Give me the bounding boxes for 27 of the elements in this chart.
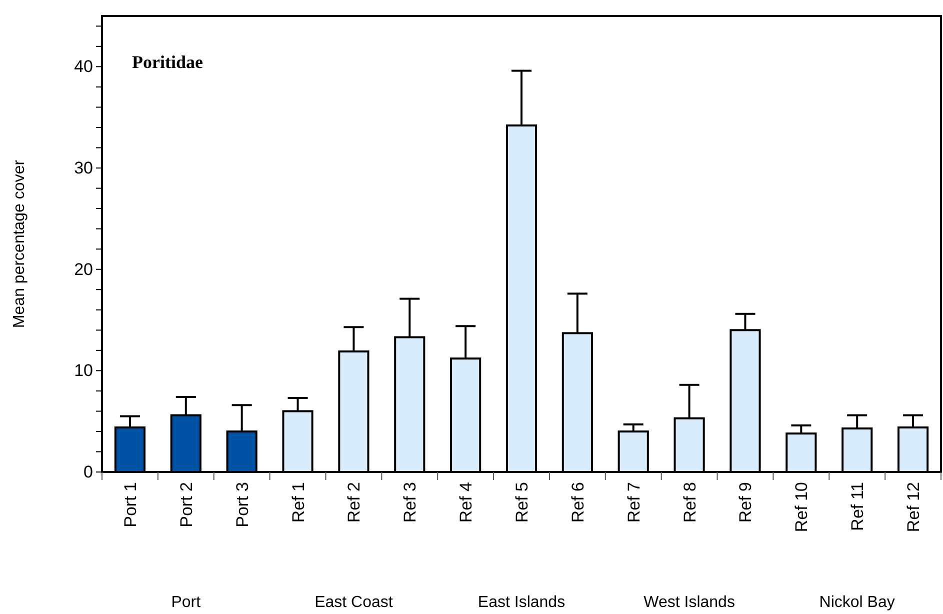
x-tick-label: Port 2 [176,482,196,528]
x-tick-label: Ref 10 [792,482,812,532]
x-tick-label: Ref 7 [624,482,644,523]
text: East Islands [478,594,566,611]
x-tick-label: Ref 6 [568,482,588,523]
x-tick-label: Ref 9 [736,482,756,523]
text: Poritidae [132,52,203,72]
x-tick-label: Ref 8 [680,482,700,523]
x-tick-label: Ref 5 [512,482,532,523]
text: Nickol Bay [819,594,895,611]
x-tick-label: Ref 2 [344,482,364,523]
x-tick-label: Ref 3 [400,482,420,523]
y-tick-label: 0 [84,462,93,482]
text: West Islands [644,594,735,611]
x-tick-label: Ref 12 [904,482,924,532]
y-tick-label: 10 [74,361,93,380]
x-tick-label: Ref 11 [848,482,868,531]
x-tick-label: Port 1 [120,482,140,528]
y-tick-label: 30 [74,158,93,178]
x-tick-label: Port 3 [232,482,252,528]
x-tick-label: Ref 1 [288,482,308,523]
y-tick-label: 20 [74,260,93,279]
text: East Coast [314,594,394,611]
text: Port [171,594,202,611]
y-axis-title: Mean percentage cover [11,159,28,328]
x-tick-label: Ref 4 [456,482,476,523]
y-tick-label: 40 [74,57,93,76]
